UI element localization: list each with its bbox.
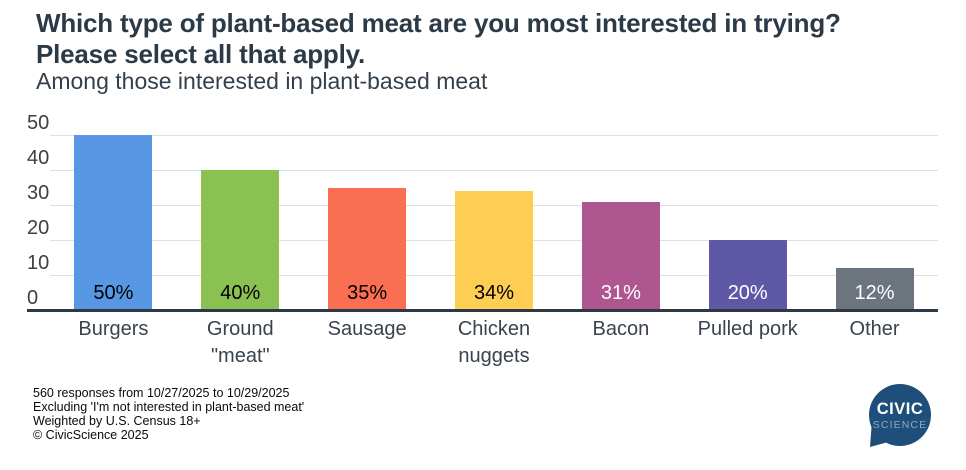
bar-chicken-nuggets[interactable]: 34%: [455, 191, 533, 310]
y-axis-tick-20: 20: [27, 217, 50, 239]
x-axis-label-burgers: Burgers: [78, 318, 149, 340]
footnote-responses: 560 responses from 10/27/2025 to 10/29/2…: [33, 386, 290, 400]
y-axis-tick-10: 10: [27, 252, 50, 274]
chart-footnotes: 560 responses from 10/27/2025 to 10/29/2…: [33, 386, 304, 442]
y-axis-tick-30: 30: [27, 182, 50, 204]
bar-value-label-sausage: 35%: [347, 282, 388, 304]
bar-value-label-bacon: 31%: [600, 282, 641, 304]
chart-title-line1: Which type of plant-based meat are you m…: [36, 8, 841, 38]
footnote-exclusion: Excluding 'I'm not interested in plant-b…: [33, 400, 305, 414]
bar-burgers[interactable]: 50%: [74, 135, 153, 310]
y-axis-tick-0: 0: [27, 287, 39, 309]
chart-title-line2: Please select all that apply.: [36, 39, 365, 69]
x-axis-label-pulled-pork: Pulled pork: [697, 318, 798, 340]
civicscience-logo: CIVIC SCIENCE: [869, 384, 931, 447]
footnote-weighting: Weighted by U.S. Census 18+: [33, 414, 201, 428]
bar-pulled-pork[interactable]: 20%: [708, 240, 787, 310]
gridline-50: [50, 135, 938, 136]
logo-text-civic: CIVIC: [877, 400, 924, 418]
bar-value-label-chicken-nuggets: 34%: [473, 282, 515, 304]
gridline-40: [50, 170, 938, 171]
x-axis-label-bacon: Bacon: [592, 318, 650, 340]
chart-title: Which type of plant-based meat are you m…: [36, 8, 841, 70]
bar-bacon[interactable]: 31%: [581, 201, 660, 310]
bar-value-label-burgers: 50%: [93, 282, 134, 304]
x-axis-label-chicken-nuggets: Chicken nuggets: [457, 318, 531, 367]
speech-bubble-circle: [869, 384, 931, 446]
x-axis-line: [27, 309, 938, 312]
bar-ground-meat[interactable]: 40%: [201, 170, 280, 310]
bar-value-label-other: 12%: [854, 282, 895, 304]
logo-text-science: SCIENCE: [873, 419, 927, 431]
bar-value-label-pulled-pork: 20%: [727, 282, 768, 304]
bar-value-label-ground-meat: 40%: [220, 282, 261, 304]
bar-other[interactable]: 12%: [835, 268, 914, 310]
y-axis-tick-40: 40: [27, 147, 50, 169]
chart-subtitle: Among those interested in plant-based me…: [36, 68, 488, 94]
x-axis-label-other: Other: [849, 318, 900, 340]
x-axis-label-ground-meat: Ground "meat": [206, 318, 274, 367]
x-axis-label-sausage: Sausage: [327, 318, 407, 340]
y-axis-tick-50: 50: [27, 112, 50, 134]
bar-sausage[interactable]: 35%: [328, 187, 407, 310]
footnote-copyright: © CivicScience 2025: [33, 428, 149, 442]
